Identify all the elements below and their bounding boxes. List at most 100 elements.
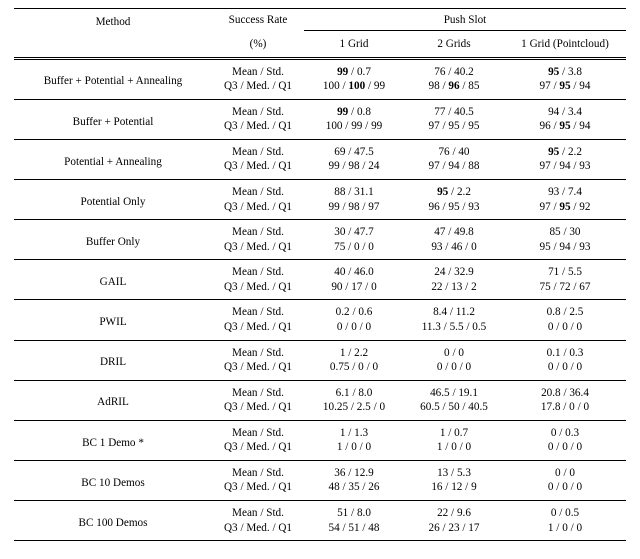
stat-label-mean: Mean / Std. xyxy=(212,139,304,159)
cell-quartiles: 54 / 51 / 48 xyxy=(304,521,404,541)
stat-label-mean: Mean / Std. xyxy=(212,460,304,480)
stat-label-mean: Mean / Std. xyxy=(212,180,304,200)
cell-quartiles: 96 / 95 / 93 xyxy=(404,200,504,220)
stat-label-mean: Mean / Std. xyxy=(212,220,304,240)
cell-mean: 93 / 7.4 xyxy=(504,180,626,200)
method-name: DRIL xyxy=(14,340,212,380)
cell-mean: 0 / 0 xyxy=(504,460,626,480)
method-name: Buffer Only xyxy=(14,220,212,260)
cell-mean: 99 / 0.7 xyxy=(304,60,404,80)
cell-quartiles: 11.3 / 5.5 / 0.5 xyxy=(404,320,504,340)
cell-mean: 95 / 3.8 xyxy=(504,60,626,80)
cell-mean: 13 / 5.3 xyxy=(404,460,504,480)
cell-mean: 24 / 32.9 xyxy=(404,260,504,280)
header-col-2grids: 2 Grids xyxy=(404,34,504,58)
cell-quartiles: 90 / 17 / 0 xyxy=(304,280,404,300)
cell-quartiles: 98 / 96 / 85 xyxy=(404,79,504,99)
method-name: PWIL xyxy=(14,300,212,340)
header-col-1grid-pointcloud: 1 Grid (Pointcloud) xyxy=(504,34,626,58)
cell-mean: 0 / 0.3 xyxy=(504,420,626,440)
cell-quartiles: 1 / 0 / 0 xyxy=(304,440,404,460)
stat-label-quartiles: Q3 / Med. / Q1 xyxy=(212,480,304,500)
cell-mean: 20.8 / 36.4 xyxy=(504,380,626,400)
cell-quartiles: 10.25 / 2.5 / 0 xyxy=(304,400,404,420)
cell-quartiles: 60.5 / 50 / 40.5 xyxy=(404,400,504,420)
cell-mean: 69 / 47.5 xyxy=(304,139,404,159)
cell-quartiles: 0 / 0 / 0 xyxy=(504,480,626,500)
cell-mean: 71 / 5.5 xyxy=(504,260,626,280)
cell-mean: 51 / 8.0 xyxy=(304,501,404,521)
cell-mean: 1 / 1.3 xyxy=(304,420,404,440)
method-name: Buffer + Potential + Annealing xyxy=(14,60,212,100)
method-name: Potential Only xyxy=(14,180,212,220)
cell-quartiles: 75 / 72 / 67 xyxy=(504,280,626,300)
cell-mean: 0.8 / 2.5 xyxy=(504,300,626,320)
cell-quartiles: 97 / 94 / 88 xyxy=(404,159,504,179)
method-name: Buffer + Potential xyxy=(14,99,212,139)
cell-mean: 1 / 0.7 xyxy=(404,420,504,440)
cell-quartiles: 26 / 23 / 17 xyxy=(404,521,504,541)
method-name: GAIL xyxy=(14,260,212,300)
cell-quartiles: 0 / 0 / 0 xyxy=(404,360,504,380)
cell-mean: 88 / 31.1 xyxy=(304,180,404,200)
cell-quartiles: 95 / 94 / 93 xyxy=(504,240,626,260)
cell-quartiles: 75 / 0 / 0 xyxy=(304,240,404,260)
cell-mean: 99 / 0.8 xyxy=(304,99,404,119)
cell-quartiles: 16 / 12 / 9 xyxy=(404,480,504,500)
results-table: Method Success Rate Push Slot (%) 1 Grid… xyxy=(14,8,626,541)
method-name: BC 1 Demo * xyxy=(14,420,212,460)
header-percent: (%) xyxy=(212,34,304,58)
cell-mean: 46.5 / 19.1 xyxy=(404,380,504,400)
method-name: AdRIL xyxy=(14,380,212,420)
cell-quartiles: 100 / 100 / 99 xyxy=(304,79,404,99)
header-push-slot: Push Slot xyxy=(304,9,626,31)
stat-label-quartiles: Q3 / Med. / Q1 xyxy=(212,119,304,139)
stat-label-mean: Mean / Std. xyxy=(212,340,304,360)
cell-quartiles: 0 / 0 / 0 xyxy=(504,360,626,380)
cell-mean: 22 / 9.6 xyxy=(404,501,504,521)
cell-quartiles: 99 / 98 / 97 xyxy=(304,200,404,220)
cell-mean: 30 / 47.7 xyxy=(304,220,404,240)
stat-label-quartiles: Q3 / Med. / Q1 xyxy=(212,320,304,340)
cell-mean: 36 / 12.9 xyxy=(304,460,404,480)
cell-quartiles: 0 / 0 / 0 xyxy=(504,320,626,340)
cell-mean: 0.1 / 0.3 xyxy=(504,340,626,360)
cell-quartiles: 99 / 98 / 24 xyxy=(304,159,404,179)
method-name: BC 100 Demos xyxy=(14,501,212,541)
stat-label-quartiles: Q3 / Med. / Q1 xyxy=(212,360,304,380)
cell-mean: 85 / 30 xyxy=(504,220,626,240)
stat-label-mean: Mean / Std. xyxy=(212,260,304,280)
header-method: Method xyxy=(14,9,212,35)
stat-label-quartiles: Q3 / Med. / Q1 xyxy=(212,280,304,300)
stat-label-quartiles: Q3 / Med. / Q1 xyxy=(212,440,304,460)
header-col-1grid: 1 Grid xyxy=(304,34,404,58)
cell-quartiles: 0.75 / 0 / 0 xyxy=(304,360,404,380)
cell-mean: 77 / 40.5 xyxy=(404,99,504,119)
cell-mean: 76 / 40.2 xyxy=(404,60,504,80)
cell-quartiles: 1 / 0 / 0 xyxy=(404,440,504,460)
cell-quartiles: 97 / 95 / 92 xyxy=(504,200,626,220)
cell-mean: 0 / 0 xyxy=(404,340,504,360)
stat-label-quartiles: Q3 / Med. / Q1 xyxy=(212,240,304,260)
cell-mean: 0 / 0.5 xyxy=(504,501,626,521)
cell-quartiles: 93 / 46 / 0 xyxy=(404,240,504,260)
cell-quartiles: 0 / 0 / 0 xyxy=(304,320,404,340)
header-success-rate: Success Rate xyxy=(212,9,304,31)
cell-mean: 95 / 2.2 xyxy=(504,139,626,159)
cell-quartiles: 96 / 95 / 94 xyxy=(504,119,626,139)
cell-mean: 47 / 49.8 xyxy=(404,220,504,240)
cell-quartiles: 48 / 35 / 26 xyxy=(304,480,404,500)
stat-label-quartiles: Q3 / Med. / Q1 xyxy=(212,159,304,179)
cell-quartiles: 0 / 0 / 0 xyxy=(504,440,626,460)
stat-label-mean: Mean / Std. xyxy=(212,99,304,119)
stat-label-mean: Mean / Std. xyxy=(212,300,304,320)
cell-mean: 95 / 2.2 xyxy=(404,180,504,200)
cell-quartiles: 1 / 0 / 0 xyxy=(504,521,626,541)
cell-mean: 8.4 / 11.2 xyxy=(404,300,504,320)
cell-quartiles: 97 / 95 / 94 xyxy=(504,79,626,99)
stat-label-mean: Mean / Std. xyxy=(212,60,304,80)
method-name: BC 10 Demos xyxy=(14,460,212,500)
cell-mean: 76 / 40 xyxy=(404,139,504,159)
cell-quartiles: 100 / 99 / 99 xyxy=(304,119,404,139)
cell-mean: 1 / 2.2 xyxy=(304,340,404,360)
